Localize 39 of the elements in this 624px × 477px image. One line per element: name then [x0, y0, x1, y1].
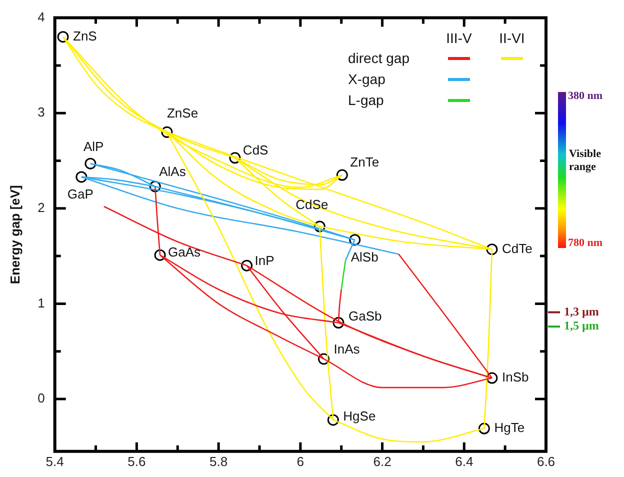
x-tick-label: 6.4 [455, 454, 474, 469]
y-tick-label: 2 [38, 200, 45, 215]
ref-line-label: 1,5 µm [564, 318, 599, 333]
annotation: GaP [67, 186, 94, 202]
annotation: ZnSe [166, 106, 198, 121]
annotation: InSb [502, 370, 529, 385]
annotation: ZnTe [350, 154, 380, 170]
annotation: HgSe [343, 408, 376, 424]
y-tick-label: 3 [38, 104, 45, 120]
annotation: InAs [334, 342, 360, 357]
y-tick-label: 1 [38, 295, 45, 310]
annotation: HgTe [494, 420, 525, 436]
text: Visible range [569, 148, 602, 174]
y-tick-label: 0 [38, 390, 45, 406]
y-axis-title: Energy gap [eV] [7, 185, 22, 284]
x-tick-label: 5.4 [46, 454, 64, 469]
annotation: CdTe [502, 240, 532, 256]
annotation: II-VI [498, 30, 526, 46]
text: 380 nm [568, 90, 603, 102]
annotation: III-V [445, 30, 473, 46]
x-tick-label: 6.6 [536, 454, 556, 469]
annotation: CdS [242, 142, 269, 158]
annotation: AlSb [350, 249, 378, 264]
annotation: ZnS [73, 28, 98, 44]
annotation: AlP [83, 139, 104, 154]
annotation: GaAs [168, 244, 202, 260]
x-tick-label: 6 [296, 454, 304, 469]
x-tick-label: 5.6 [128, 454, 146, 469]
annotation: direct gap [348, 50, 410, 66]
annotation: X-gap [348, 70, 386, 87]
annotation: AlAs [159, 164, 186, 180]
ref-line-label: 1,3 µm [564, 304, 599, 318]
x-tick-label: 6.2 [373, 454, 392, 469]
x-tick-label: 5.8 [210, 454, 228, 469]
text: 780 nm [568, 236, 603, 250]
annotation: InP [254, 253, 274, 268]
y-tick-label: 4 [38, 9, 45, 24]
annotation: GaSb [348, 308, 382, 324]
annotation: L-gap [348, 92, 384, 108]
